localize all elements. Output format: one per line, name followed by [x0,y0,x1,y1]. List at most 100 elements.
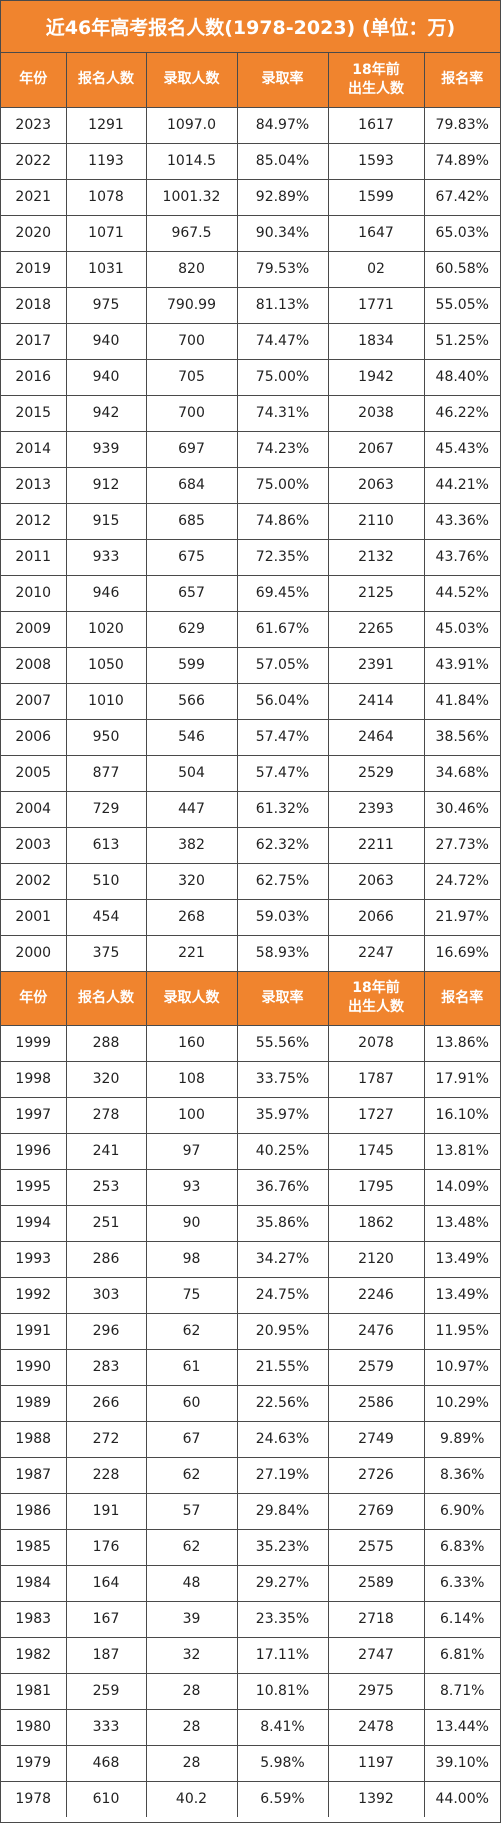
cell-admitted: 98 [145,1240,238,1278]
cell-applicants: 176 [65,1528,147,1566]
cell-year: 2002 [1,862,67,900]
cell-admission-rate: 20.95% [236,1312,329,1350]
cell-admission-rate: 8.41% [236,1708,329,1746]
cell-admission-rate: 62.75% [236,862,329,900]
cell-application-rate: 44.21% [423,466,500,504]
table-row: 2015 942 700 74.31% 2038 46.22% [1,394,500,432]
cell-admission-rate: 5.98% [236,1744,329,1782]
cell-births-18y-prior: 2265 [327,610,425,648]
cell-admission-rate: 35.86% [236,1204,329,1242]
cell-admitted: 546 [145,718,238,756]
cell-admitted: 160 [145,1024,238,1062]
cell-admission-rate: 40.25% [236,1132,329,1170]
cell-application-rate: 45.03% [423,610,500,648]
cell-admitted: 221 [145,934,238,972]
table-row: 2002 510 320 62.75% 2063 24.72% [1,862,500,900]
cell-application-rate: 8.36% [423,1456,500,1494]
cell-year: 1995 [1,1168,67,1206]
header-year: 年份 [1,53,67,108]
table-row: 2013 912 684 75.00% 2063 44.21% [1,466,500,504]
table-row: 2022 1193 1014.5 85.04% 1593 74.89% [1,142,500,180]
table-row: 1983 167 39 23.35% 2718 6.14% [1,1600,500,1638]
cell-application-rate: 24.72% [423,862,500,900]
cell-application-rate: 43.76% [423,538,500,576]
cell-application-rate: 13.81% [423,1132,500,1170]
cell-application-rate: 17.91% [423,1060,500,1098]
table-row: 1990 283 61 21.55% 2579 10.97% [1,1348,500,1386]
cell-admitted: 62 [145,1456,238,1494]
table-row: 2021 1078 1001.32 92.89% 1599 67.42% [1,178,500,216]
cell-births-18y-prior: 2211 [327,826,425,864]
cell-admission-rate: 84.97% [236,106,329,144]
header-births-line2: 出生人数 [348,999,404,1015]
cell-admission-rate: 29.84% [236,1492,329,1530]
cell-admitted: 39 [145,1600,238,1638]
cell-births-18y-prior: 1617 [327,106,425,144]
cell-admitted: 32 [145,1636,238,1674]
cell-admitted: 28 [145,1744,238,1782]
cell-application-rate: 6.83% [423,1528,500,1566]
cell-year: 1992 [1,1276,67,1314]
cell-births-18y-prior: 02 [327,250,425,288]
table-row: 1999 288 160 55.56% 2078 13.86% [1,1024,500,1062]
cell-admitted: 100 [145,1096,238,1134]
table-row: 2001 454 268 59.03% 2066 21.97% [1,898,500,936]
cell-births-18y-prior: 2769 [327,1492,425,1530]
header-applicants: 报名人数 [65,970,147,1026]
cell-year: 2014 [1,430,67,468]
table-row: 2020 1071 967.5 90.34% 1647 65.03% [1,214,500,252]
cell-births-18y-prior: 2747 [327,1636,425,1674]
cell-year: 2012 [1,502,67,540]
table-row: 2011 933 675 72.35% 2132 43.76% [1,538,500,576]
table-row: 2018 975 790.99 81.13% 1771 55.05% [1,286,500,324]
cell-application-rate: 48.40% [423,358,500,396]
cell-year: 1993 [1,1240,67,1278]
cell-admitted: 700 [145,322,238,360]
table-row: 1989 266 60 22.56% 2586 10.29% [1,1384,500,1422]
cell-year: 2007 [1,682,67,720]
cell-applicants: 272 [65,1420,147,1458]
table-row: 1996 241 97 40.25% 1745 13.81% [1,1132,500,1170]
cell-applicants: 950 [65,718,147,756]
cell-applicants: 283 [65,1348,147,1386]
cell-births-18y-prior: 2529 [327,754,425,792]
cell-births-18y-prior: 2125 [327,574,425,612]
cell-admission-rate: 29.27% [236,1564,329,1602]
cell-applicants: 286 [65,1240,147,1278]
cell-admitted: 820 [145,250,238,288]
table-row: 1984 164 48 29.27% 2589 6.33% [1,1564,500,1602]
cell-admitted: 599 [145,646,238,684]
cell-admitted: 268 [145,898,238,936]
cell-year: 1987 [1,1456,67,1494]
cell-application-rate: 6.33% [423,1564,500,1602]
cell-admitted: 447 [145,790,238,828]
cell-admitted: 320 [145,862,238,900]
cell-applicants: 610 [65,1780,147,1817]
cell-year: 1986 [1,1492,67,1530]
cell-admitted: 697 [145,430,238,468]
cell-application-rate: 51.25% [423,322,500,360]
cell-applicants: 877 [65,754,147,792]
table-row: 1987 228 62 27.19% 2726 8.36% [1,1456,500,1494]
cell-year: 2004 [1,790,67,828]
cell-applicants: 1193 [65,142,147,180]
cell-admission-rate: 24.63% [236,1420,329,1458]
cell-application-rate: 46.22% [423,394,500,432]
cell-applicants: 288 [65,1024,147,1062]
cell-admitted: 75 [145,1276,238,1314]
cell-application-rate: 10.29% [423,1384,500,1422]
cell-admitted: 1014.5 [145,142,238,180]
cell-births-18y-prior: 1745 [327,1132,425,1170]
cell-admitted: 685 [145,502,238,540]
cell-year: 2020 [1,214,67,252]
cell-application-rate: 27.73% [423,826,500,864]
cell-year: 1985 [1,1528,67,1566]
cell-admitted: 61 [145,1348,238,1386]
cell-admission-rate: 79.53% [236,250,329,288]
cell-admission-rate: 74.23% [236,430,329,468]
table-row: 2019 1031 820 79.53% 02 60.58% [1,250,500,288]
cell-application-rate: 16.10% [423,1096,500,1134]
cell-applicants: 454 [65,898,147,936]
cell-births-18y-prior: 2246 [327,1276,425,1314]
cell-admitted: 62 [145,1528,238,1566]
